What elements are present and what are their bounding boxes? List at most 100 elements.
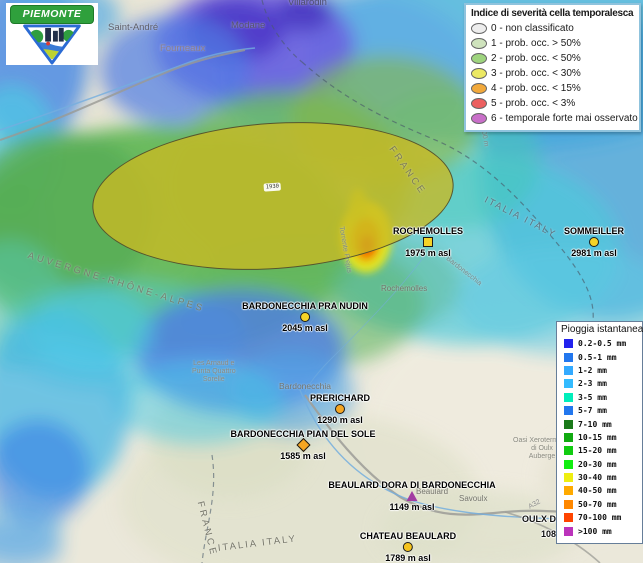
- legend-row-label: 1-2 mm: [578, 365, 607, 375]
- station-marker-circle[interactable]: [334, 404, 345, 414]
- legend-row-label: 50-70 mm: [578, 499, 617, 509]
- station-sommeiller[interactable]: SOMMEILLER 2981 m asl: [564, 226, 624, 258]
- legend-row: 40-50 mm: [561, 484, 639, 497]
- map-label-oasi: Oasi Xerotermiche di Oulx Auberge: [513, 437, 571, 460]
- legend-row: 30-40 mm: [561, 471, 639, 484]
- legend-row: 3 - prob. occ. < 30%: [471, 66, 635, 81]
- station-name: BEAULARD DORA DI BARDONECCHIA: [328, 480, 496, 490]
- station-bardonecchia-pian-del-sole[interactable]: BARDONECCHIA PIAN DEL SOLE 1585 m asl: [230, 429, 375, 461]
- station-beaulard-dora[interactable]: BEAULARD DORA DI BARDONECCHIA 1149 m asl: [328, 480, 495, 512]
- station-bardonecchia-pra-nudin[interactable]: BARDONECCHIA PRA NUDIN 2045 m asl: [242, 301, 368, 333]
- severity-legend-title: Indice di severità cella temporalesca: [471, 8, 634, 19]
- legend-row-label: 3 - prob. occ. < 30%: [491, 68, 581, 79]
- rain-color-swatch: [564, 473, 573, 483]
- rain-color-swatch: [564, 365, 573, 375]
- map-label-modane: Modane: [231, 20, 266, 31]
- rain-color-swatch: [564, 379, 573, 389]
- station-marker-circle[interactable]: [300, 312, 310, 322]
- station-name: BARDONECCHIA PIAN DEL SOLE: [230, 429, 376, 439]
- severity-cell-icon: [471, 98, 487, 109]
- river-dora: [299, 389, 643, 521]
- station-elevation: 2045 m asl: [282, 323, 328, 333]
- rain-color-swatch: [564, 352, 573, 362]
- map-label-beaulard-village: Beaulard: [416, 487, 449, 496]
- legend-row: 15-20 mm: [561, 444, 639, 457]
- station-elevation: 1789 m asl: [385, 553, 431, 563]
- map-label-savoulx: Savoulx: [459, 494, 488, 503]
- station-marker-square[interactable]: [422, 237, 433, 247]
- severity-cell-icon: [471, 113, 487, 124]
- station-prerichard[interactable]: PRERICHARD 1290 m asl: [310, 393, 370, 425]
- station-marker-diamond[interactable]: [295, 437, 311, 453]
- legend-row-label: 0.2-0.5 mm: [578, 339, 627, 349]
- road-valley: [0, 49, 246, 141]
- legend-row-label: 0 - non classificato: [491, 23, 574, 34]
- map-label-villarodin: Villarodin: [288, 0, 327, 8]
- legend-row: 0.2-0.5 mm: [561, 337, 639, 350]
- legend-row: 6 - temporale forte mai osservato: [471, 111, 638, 126]
- legend-row-label: 1 - prob. occ. > 50%: [491, 38, 581, 49]
- river-arc: [0, 47, 256, 131]
- station-elevation: 1975 m asl: [405, 248, 451, 258]
- station-name: SOMMEILLER: [564, 226, 624, 236]
- legend-row: 7-10 mm: [561, 417, 639, 430]
- stream-rochemolles: [304, 254, 426, 393]
- legend-row-label: 5-7 mm: [578, 406, 607, 416]
- legend-row-label: 7-10 mm: [578, 419, 612, 429]
- piemonte-logo: PIEMONTE: [6, 3, 98, 65]
- rain-color-swatch: [564, 406, 573, 416]
- map-label-rochemolles-village: Rochemolles: [381, 284, 428, 293]
- legend-row: 0.5-1 mm: [561, 350, 639, 363]
- storm-cell-id-label: 1930: [263, 182, 282, 192]
- rain-color-swatch: [564, 499, 573, 509]
- country-border: [301, 61, 594, 336]
- legend-row: 1-2 mm: [561, 364, 639, 377]
- severity-cell-icon: [471, 68, 487, 79]
- legend-row-label: 2-3 mm: [578, 379, 607, 389]
- station-elevation: 1290 m asl: [317, 415, 363, 425]
- rain-color-swatch: [564, 446, 573, 456]
- map-label-saint-andre: Saint-André: [108, 22, 159, 33]
- legend-row: 5-7 mm: [561, 404, 639, 417]
- severity-cell-icon: [471, 83, 487, 94]
- rain-color-swatch: [564, 419, 573, 429]
- station-name: BARDONECCHIA PRA NUDIN: [242, 301, 368, 311]
- rain-color-swatch: [564, 513, 573, 523]
- station-name: PRERICHARD: [309, 393, 371, 403]
- rain-color-swatch: [564, 526, 573, 536]
- legend-row: 2-3 mm: [561, 377, 639, 390]
- legend-row-label: 0.5-1 mm: [578, 352, 617, 362]
- station-rochemolles[interactable]: ROCHEMOLLES 1975 m asl: [393, 226, 463, 258]
- rain-legend-title: Pioggia istantanea: [561, 324, 643, 335]
- rain-color-swatch: [564, 339, 573, 349]
- legend-row: 3-5 mm: [561, 391, 639, 404]
- legend-row: 2 - prob. occ. < 50%: [471, 51, 635, 66]
- legend-row-label: 40-50 mm: [578, 486, 617, 496]
- map-label-road-108: 108: [541, 529, 557, 539]
- legend-row: 20-30 mm: [561, 458, 639, 471]
- legend-row-label: >100 mm: [578, 526, 612, 536]
- station-name: CHATEAU BEAULARD: [359, 531, 457, 541]
- severity-legend: Indice di severità cella temporalesca 0 …: [464, 3, 641, 132]
- legend-row-label: 3-5 mm: [578, 392, 607, 402]
- legend-row-label: 4 - prob. occ. < 15%: [491, 83, 581, 94]
- legend-row: 50-70 mm: [561, 498, 639, 511]
- station-marker-circle[interactable]: [402, 542, 413, 552]
- legend-row-label: 10-15 mm: [578, 432, 617, 442]
- piemonte-logo-banner: PIEMONTE: [10, 5, 94, 24]
- station-chateau-beaulard[interactable]: CHATEAU BEAULARD 1789 m asl: [360, 531, 456, 563]
- legend-row-label: 30-40 mm: [578, 473, 617, 483]
- legend-row-label: 20-30 mm: [578, 459, 617, 469]
- severity-cell-icon: [471, 38, 487, 49]
- rain-color-swatch: [564, 432, 573, 442]
- legend-row: >100 mm: [561, 524, 639, 537]
- map-label-oulx: OULX DO: [522, 514, 564, 524]
- legend-row: 70-100 mm: [561, 511, 639, 524]
- legend-row-label: 5 - prob. occ. < 3%: [491, 98, 576, 109]
- rain-color-swatch: [564, 486, 573, 496]
- station-marker-triangle[interactable]: [406, 491, 418, 501]
- legend-row-label: 2 - prob. occ. < 50%: [491, 53, 581, 64]
- station-elevation: 1585 m asl: [280, 451, 326, 461]
- legend-row: 1 - prob. occ. > 50%: [471, 36, 635, 51]
- station-marker-circle[interactable]: [589, 237, 599, 247]
